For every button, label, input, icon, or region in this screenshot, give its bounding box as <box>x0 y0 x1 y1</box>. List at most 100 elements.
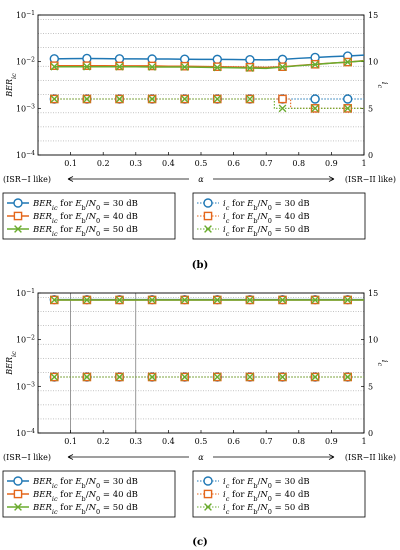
x-left-note: (ISR−I like) <box>3 175 51 184</box>
x-tick-label: 0.5 <box>195 159 208 168</box>
ber-marker-2 <box>311 60 319 69</box>
y-left-tick-label: 10−1 <box>16 10 35 21</box>
ber-marker-0 <box>245 55 255 65</box>
legend-right-swatch-marker <box>203 489 213 499</box>
ber-marker-2 <box>278 296 287 304</box>
legend-right-entry: ic for Eb/N0 = 40 dB <box>223 490 310 503</box>
legend-right-swatch-marker <box>203 211 213 221</box>
y-left-tick-label: 10−2 <box>16 56 35 67</box>
x-tick-label: 1 <box>361 437 366 446</box>
ber-marker-2 <box>343 296 352 304</box>
ic-marker-2 <box>148 95 156 103</box>
ber-marker-2 <box>83 296 91 304</box>
ber-marker-2 <box>213 296 222 304</box>
y-right-tick-label: 5 <box>368 382 373 391</box>
ic-marker-0 <box>310 94 320 104</box>
plot-frame <box>37 14 365 156</box>
ic-marker-2 <box>278 373 287 381</box>
x-tick-label: 0.3 <box>129 437 142 446</box>
y-left-tick-label: 10−4 <box>16 428 35 439</box>
y-right-tick-label: 15 <box>368 289 378 298</box>
ic-marker-0 <box>343 94 353 104</box>
y-right-axis-label: ic <box>376 82 389 89</box>
ber-marker-2 <box>213 63 222 72</box>
ic-marker-2 <box>115 95 124 103</box>
left-arrow <box>67 454 189 460</box>
ber-marker-2 <box>180 296 189 304</box>
ber-marker-1 <box>50 61 59 70</box>
legend-right-swatch-marker <box>203 198 213 208</box>
ber-marker-0 <box>277 54 288 65</box>
ic-marker-2 <box>180 95 189 103</box>
ic-marker-2 <box>83 373 91 381</box>
ic-marker-2 <box>343 104 352 113</box>
ic-marker-2 <box>343 373 352 381</box>
caption-b: (b) <box>192 260 208 271</box>
x-tick-label: 0.1 <box>64 437 77 446</box>
x-tick-label: 0.7 <box>260 159 273 168</box>
ic-marker-2 <box>246 373 254 381</box>
ber-marker-0 <box>114 54 125 64</box>
y-left-tick-label: 10−2 <box>16 334 35 345</box>
legend-left-entry: BERic for Eb/N0 = 50 dB <box>32 503 138 516</box>
ic-marker-2 <box>148 373 156 381</box>
ber-marker-2 <box>50 62 59 71</box>
ber-marker-2 <box>246 296 254 304</box>
legend-right-entry: ic for Eb/N0 = 40 dB <box>223 212 310 225</box>
ber-line-2 <box>54 60 365 70</box>
ber-marker-1 <box>82 61 92 70</box>
legend-right-swatch-marker <box>204 225 212 233</box>
legend-left-swatch-marker <box>13 211 23 221</box>
x-left-note: (ISR−I like) <box>3 453 51 462</box>
ic-marker-2 <box>50 373 59 381</box>
ic-marker-2 <box>83 95 91 103</box>
x-right-note: (ISR−II like) <box>345 175 396 184</box>
legend-left-entry: BERic for Eb/N0 = 40 dB <box>32 490 138 503</box>
ic-line-2 <box>54 98 364 109</box>
plot-frame <box>37 292 365 434</box>
ber-marker-2 <box>50 296 59 304</box>
ber-marker-2 <box>278 63 287 71</box>
legend-left-entry: BERic for Eb/N0 = 30 dB <box>32 199 138 212</box>
legend-right-entry: ic for Eb/N0 = 50 dB <box>223 225 310 238</box>
x-tick-label: 0.8 <box>292 159 305 168</box>
legend-left-swatch-marker <box>14 225 22 233</box>
ber-marker-1 <box>147 61 157 71</box>
legend-left-box <box>2 192 176 240</box>
y-right-tick-label: 10 <box>368 58 378 67</box>
y-left-axis-label-group: BERic <box>5 73 18 98</box>
ber-marker-2 <box>180 63 189 71</box>
right-arrow <box>213 454 335 460</box>
legend-left-entry: BERic for Eb/N0 = 50 dB <box>32 225 138 238</box>
legend-left-entry: BERic for Eb/N0 = 40 dB <box>32 212 138 225</box>
legend-left-swatch-marker <box>13 476 23 486</box>
ic-marker-2 <box>278 104 287 113</box>
y-left-tick-label: 10−3 <box>16 381 35 392</box>
ber-marker-2 <box>311 296 319 304</box>
x-tick-label: 0.8 <box>292 437 305 446</box>
legend-right-box <box>192 470 366 518</box>
legend-right-entry: ic for Eb/N0 = 50 dB <box>223 503 310 516</box>
legend-left-swatch-marker <box>13 489 23 499</box>
x-tick-label: 0.4 <box>162 159 175 168</box>
chart-panel-c: 0.1 0.2 0.3 0.4 0.5 0.6 0.7 0.8 0.9 1 10−1 10−2 10−3… <box>2 288 396 518</box>
legend-left-entry: BERic for Eb/N0 = 30 dB <box>32 477 138 490</box>
legend-right-entry: ic for Eb/N0 = 30 dB <box>223 477 310 490</box>
ic-marker-2 <box>213 95 222 103</box>
ber-marker-2 <box>83 62 91 71</box>
x-tick-label: 0.6 <box>227 437 240 446</box>
ber-marker-0 <box>212 54 223 65</box>
legend-right-box <box>192 192 366 240</box>
legend-left-box <box>2 470 176 518</box>
x-axis-label: α <box>198 175 204 184</box>
x-tick-label: 0.9 <box>325 437 338 446</box>
legend-right-swatch-marker <box>204 503 212 511</box>
ic-marker-1 <box>278 94 287 104</box>
legend-left-swatch-marker <box>13 198 23 208</box>
ic-marker-2 <box>213 373 222 381</box>
y-right-axis-label-group: ic <box>376 82 389 89</box>
ber-marker-2 <box>343 58 352 66</box>
